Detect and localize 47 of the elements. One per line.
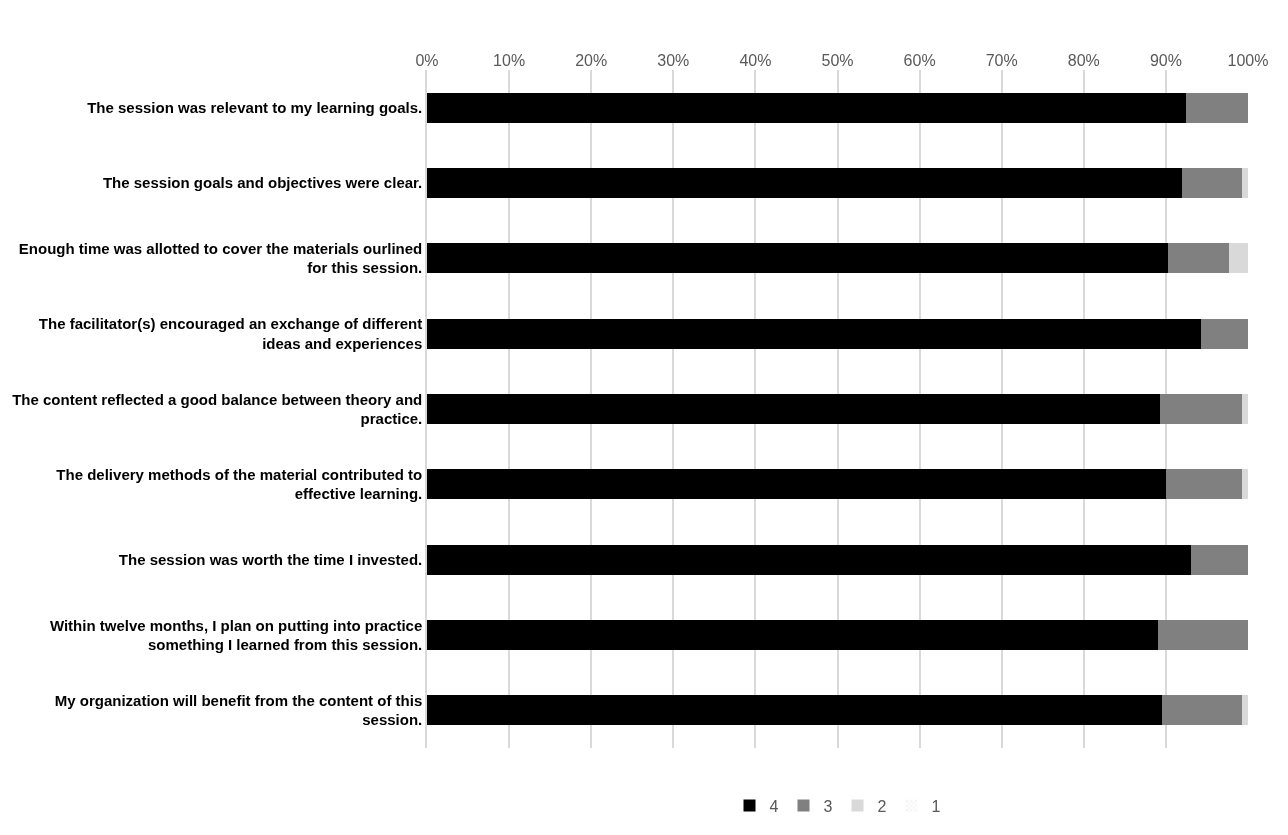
x-tick-label: 0% bbox=[415, 51, 439, 69]
y-tick-label: My organization will benefit from the content of this session. bbox=[54, 691, 423, 729]
legend-label: 2 bbox=[877, 797, 887, 815]
x-tick-label: 60% bbox=[903, 51, 936, 69]
bar bbox=[1242, 469, 1248, 500]
bar bbox=[427, 167, 1183, 199]
x-tick-label: 10% bbox=[493, 51, 526, 69]
bar bbox=[1242, 393, 1248, 425]
x-tick-label: 80% bbox=[1067, 51, 1100, 69]
y-tick-label: The session goals and objectives were clear. bbox=[102, 174, 423, 192]
x-tick-label: 90% bbox=[1149, 51, 1182, 69]
bar bbox=[427, 544, 1191, 575]
legend-label: 3 bbox=[823, 797, 833, 815]
y-tick-label: The facilitator(s) encouraged an exchange of different ideas and experiences bbox=[38, 315, 423, 352]
bar bbox=[1242, 167, 1248, 199]
bar bbox=[1161, 695, 1243, 726]
bar bbox=[1186, 92, 1248, 123]
bar bbox=[1157, 619, 1248, 651]
bar bbox=[1182, 167, 1243, 199]
bar bbox=[427, 393, 1161, 425]
bar bbox=[1168, 243, 1230, 274]
y-tick-label: Within twelve months, I plan on putting into practice something I learned from this session. bbox=[49, 616, 423, 653]
x-tick-label: 100% bbox=[1227, 51, 1269, 69]
legend-label: 1 bbox=[931, 797, 941, 815]
y-tick-label: The content reflected a good balance between theory and practice. bbox=[12, 390, 423, 427]
bar bbox=[1165, 469, 1243, 500]
x-tick-label: 70% bbox=[985, 51, 1018, 69]
y-tick-label: The session was relevant to my learning goals. bbox=[87, 98, 423, 116]
bar bbox=[427, 92, 1187, 123]
bar bbox=[1229, 243, 1248, 274]
bar bbox=[427, 695, 1162, 726]
bar bbox=[427, 469, 1166, 500]
y-tick-label: The session was worth the time I invested. bbox=[118, 550, 423, 568]
bar bbox=[1190, 544, 1248, 575]
bar bbox=[1201, 318, 1248, 349]
x-tick-label: 50% bbox=[821, 51, 854, 69]
x-tick-label: 40% bbox=[739, 51, 772, 69]
bar bbox=[427, 318, 1202, 349]
legend-label: 4 bbox=[769, 797, 779, 815]
x-tick-label: 30% bbox=[657, 51, 690, 69]
bar bbox=[427, 243, 1169, 274]
bar bbox=[427, 619, 1158, 651]
y-tick-label: The delivery methods of the material contributed to effective learning. bbox=[56, 465, 423, 503]
bar bbox=[1242, 695, 1248, 726]
y-tick-label: Enough time was allotted to cover the materials ourlined for this session. bbox=[18, 239, 423, 277]
x-tick-label: 20% bbox=[575, 51, 608, 69]
bar bbox=[1160, 393, 1243, 425]
